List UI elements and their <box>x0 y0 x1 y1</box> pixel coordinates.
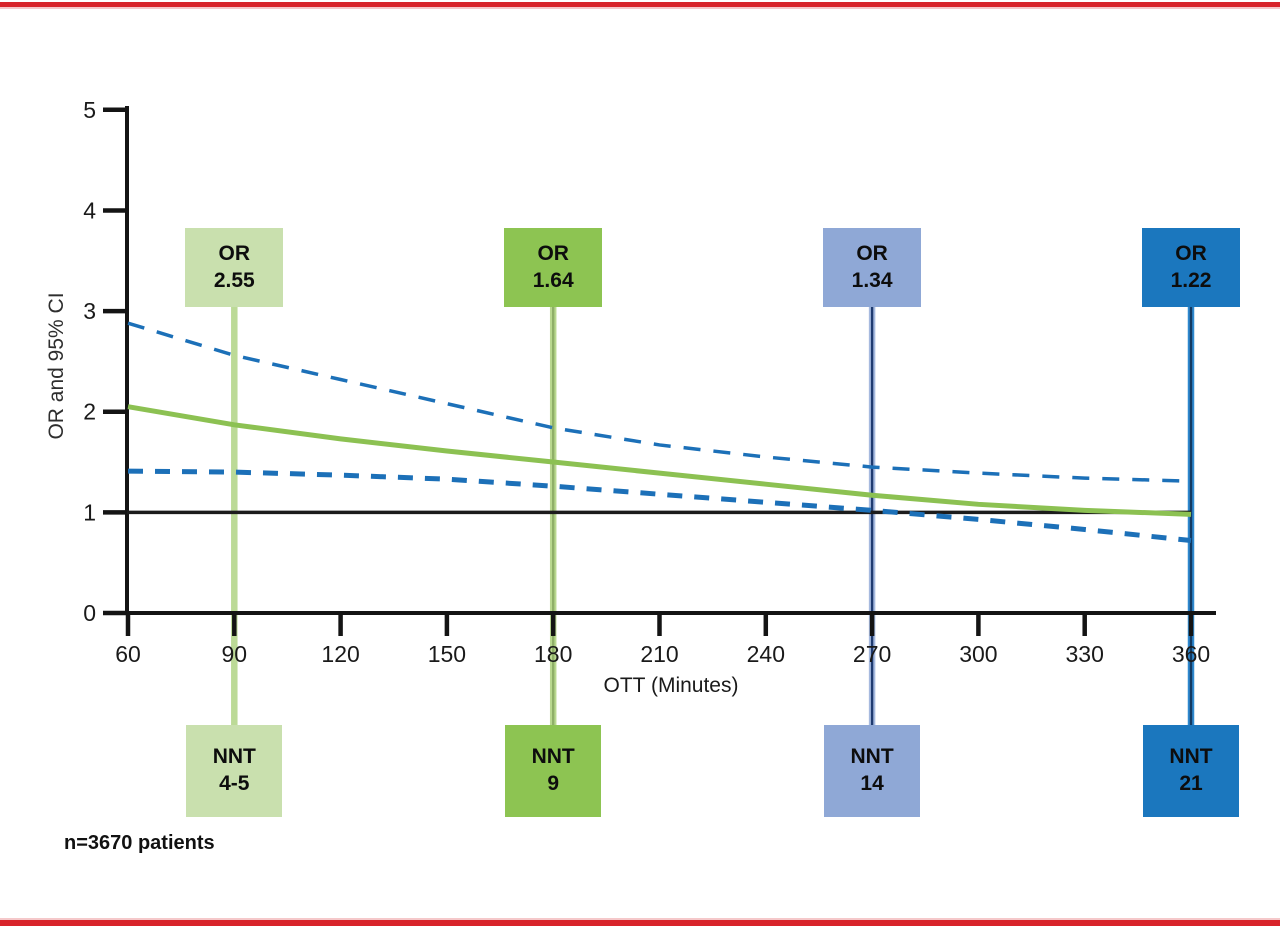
sample-size-footnote: n=3670 patients <box>64 832 215 854</box>
or-box-label: OR <box>537 241 569 265</box>
or-box-label: OR <box>856 241 888 265</box>
y-tick-label-3: 3 <box>83 298 96 324</box>
nnt-box-value: 9 <box>547 772 560 795</box>
x-tick-label-60: 60 <box>115 641 141 667</box>
or-box-180: OR 1.64 <box>504 228 603 307</box>
nnt-box-90: NNT 4-5 <box>186 725 283 817</box>
x-tick-label-90: 90 <box>222 641 248 667</box>
nnt-box-value: 4-5 <box>219 772 250 795</box>
y-tick-label-4: 4 <box>83 197 96 223</box>
x-tick-label-210: 210 <box>640 641 678 667</box>
y-tick-label-2: 2 <box>83 399 96 425</box>
top-red-rule <box>0 2 1280 7</box>
nnt-box-label: NNT <box>212 745 256 769</box>
x-tick-label-150: 150 <box>428 641 466 667</box>
x-tick-label-120: 120 <box>321 641 359 667</box>
nnt-box-value: 14 <box>860 772 884 795</box>
y-axis-title: OR and 95% CI <box>45 292 68 440</box>
or-box-value: 1.34 <box>851 268 893 292</box>
x-tick-label-300: 300 <box>959 641 997 667</box>
x-tick-label-240: 240 <box>747 641 785 667</box>
nnt-box-label: NNT <box>850 745 894 769</box>
x-tick-label-330: 330 <box>1066 641 1104 667</box>
bottom-red-rule-fade <box>0 918 1280 920</box>
or-box-label: OR <box>1175 241 1207 265</box>
bottom-red-rule <box>0 920 1280 926</box>
nnt-box-label: NNT <box>531 745 575 769</box>
y-tick-label-0: 0 <box>83 600 96 626</box>
or-box-90: OR 2.55 <box>185 228 284 307</box>
curve-odds-ratio-point-estimate- <box>127 404 1192 517</box>
x-tick-label-180: 180 <box>534 641 572 667</box>
or-box-270: OR 1.34 <box>823 228 922 307</box>
x-tick-label-360: 360 <box>1172 641 1210 667</box>
nnt-box-360: NNT 21 <box>1143 725 1239 817</box>
or-box-value: 2.55 <box>213 268 255 292</box>
or-box-value: 1.22 <box>1170 268 1212 292</box>
nnt-box-value: 21 <box>1179 772 1203 795</box>
x-tick-label-270: 270 <box>853 641 891 667</box>
or-box-360: OR 1.22 <box>1142 228 1240 307</box>
or-box-label: OR <box>218 241 251 265</box>
nnt-box-270: NNT 14 <box>824 725 921 817</box>
y-tick-label-1: 1 <box>83 499 96 525</box>
nnt-box-label: NNT <box>1169 745 1213 769</box>
or-box-value: 1.64 <box>532 268 574 292</box>
y-tick-label-5: 5 <box>83 97 96 123</box>
x-axis-title: OTT (Minutes) <box>603 674 739 697</box>
nnt-box-180: NNT 9 <box>505 725 602 817</box>
top-red-rule-fade <box>0 7 1280 9</box>
curve-upper-95-ci <box>127 321 1192 483</box>
